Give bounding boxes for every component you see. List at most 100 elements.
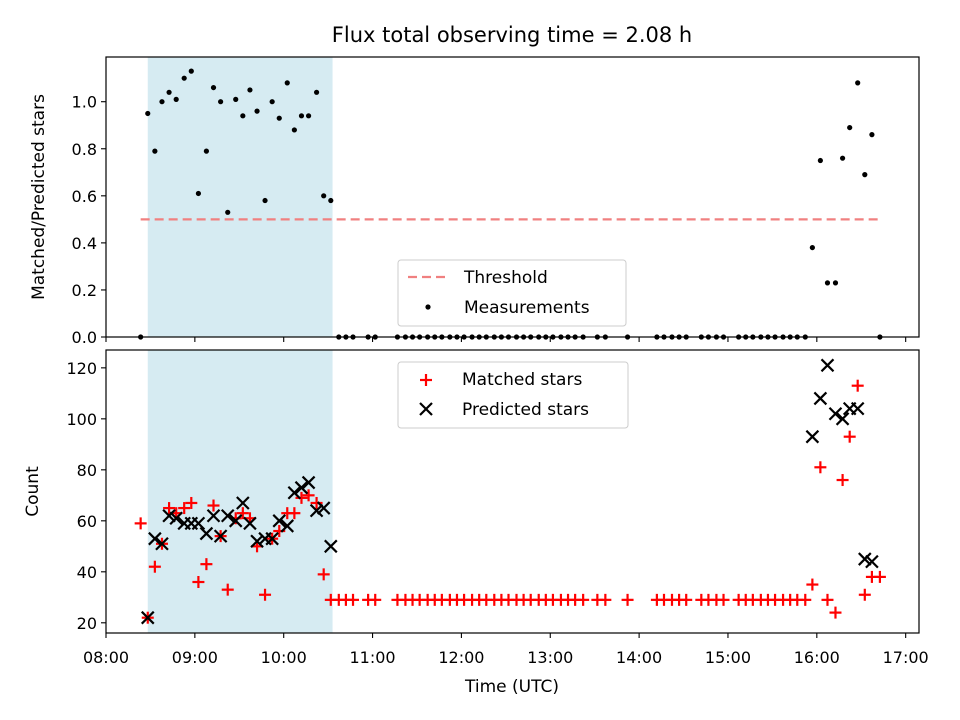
predicted-stars-point [148,531,162,546]
measurement-point [321,193,327,199]
y-tick-label: 0.2 [72,281,97,300]
measurement-point [225,209,231,215]
matched-stars-point [288,507,301,520]
x-tick-label: 12:00 [438,648,484,667]
matched-stars-point [851,379,864,392]
measurement-point [869,132,875,138]
matched-stars-point [799,593,812,606]
threshold-legend-label: Threshold [463,268,548,288]
count-axes-frame [105,349,920,634]
measurements-legend-label: Measurements [464,298,590,318]
predicted-stars-point [316,501,331,515]
y-tick-label: 80 [77,461,97,480]
measurement-point [839,155,846,161]
matched-stars-point [873,570,886,583]
predicted-stars-legend-swatch [419,402,433,416]
matched-stars-point [310,496,323,509]
predicted-stars-point [236,496,250,510]
predicted-stars-point [228,514,243,528]
matched-stars-point [599,593,612,606]
measurement-point [195,190,202,197]
predicted-stars-point [865,554,879,569]
x-tick-label: 16:00 [794,648,840,667]
matched-stars-point [302,489,315,502]
y-tick-label: 0.6 [72,187,97,206]
count-x-ticks: 08:00 09:00 10:00 11:00 12:00 13:00 14:00 15:00… [83,633,929,667]
matched-stars-point [185,496,198,509]
matched-stars-point [843,430,856,443]
measurement-point [233,96,239,102]
predicted-stars-point [220,508,235,523]
measurement-point [269,99,275,105]
matched-stars-legend-swatch [420,374,432,386]
x-tick-label: 15:00 [705,648,751,667]
y-tick-label: 0.0 [72,328,97,347]
measurement-point [188,68,194,74]
measurement-point [847,124,853,131]
measurement-point [817,157,823,164]
matched-stars-point [192,576,205,589]
measurement-point [298,113,305,119]
measurement-point [291,127,297,133]
predicted-stars-point [828,406,843,421]
matched-stars-point [829,606,842,619]
measurement-point [145,110,151,117]
predicted-stars-point [820,358,835,373]
predicted-stars-point [199,526,214,541]
count-shaded-region [147,350,333,633]
measurement-point [173,96,179,102]
predicted-stars-point [280,519,295,533]
measurement-point [203,148,210,154]
x-tick-label: 17:00 [883,648,929,667]
matched-stars-point [148,560,161,573]
count-y-axis-label: Count [23,466,43,517]
measurement-point [262,197,268,204]
matched-stars-point [821,593,834,606]
measurement-points [138,68,883,340]
count-panel: 20 40 60 80 100 120 08:00 09:00 10:00 11:00 12:00… [23,349,929,697]
predicted-stars-point [265,531,279,546]
predicted-stars-point [309,503,324,518]
matched-stars-point [836,474,849,487]
ratio-panel: 0.0 0.2 0.4 0.6 0.8 1.0 Matched/Predicted sta… [29,56,920,347]
x-tick-label: 09:00 [172,648,218,667]
matched-stars-point [163,502,176,515]
y-tick-label: 120 [66,359,97,378]
measurement-point [832,280,839,286]
measurement-point [284,80,290,86]
ratio-y-axis-label: Matched/Predicted stars [29,94,49,300]
ratio-shaded-region [147,57,333,337]
x-axis-label: Time (UTC) [464,677,559,697]
measurement-point [181,75,187,81]
predicted-stars-legend-label: Predicted stars [462,400,589,420]
predicted-stars-point [162,508,176,523]
measurement-point [218,99,224,105]
ratio-legend: Threshold Measurements [397,259,627,327]
predicted-stars-point [850,401,865,416]
matched-stars-point [259,588,272,601]
y-tick-label: 20 [77,614,97,633]
matched-stars-points [134,379,886,624]
ratio-y-ticks: 0.0 0.2 0.4 0.6 0.8 1.0 [72,93,106,347]
matched-stars-legend-label: Matched stars [462,370,582,390]
predicted-stars-point [805,429,820,444]
measurement-point [305,113,312,119]
y-tick-label: 60 [77,512,97,531]
measurement-point [166,89,172,95]
predicted-stars-point [155,536,169,551]
matched-stars-point [317,568,330,581]
predicted-stars-point [191,516,206,531]
matched-stars-point [347,593,360,606]
matched-stars-point [577,593,590,606]
predicted-stars-point [169,511,183,526]
measurement-point [254,108,260,114]
measurement-point [862,172,868,178]
y-tick-label: 100 [66,410,97,429]
matched-stars-point [858,588,871,601]
count-legend-box [397,361,629,429]
x-tick-label: 10:00 [261,648,307,667]
predicted-stars-point [287,485,302,500]
predicted-stars-point [294,480,309,495]
measurements-legend-swatch [425,304,431,310]
matched-stars-point [178,502,191,515]
